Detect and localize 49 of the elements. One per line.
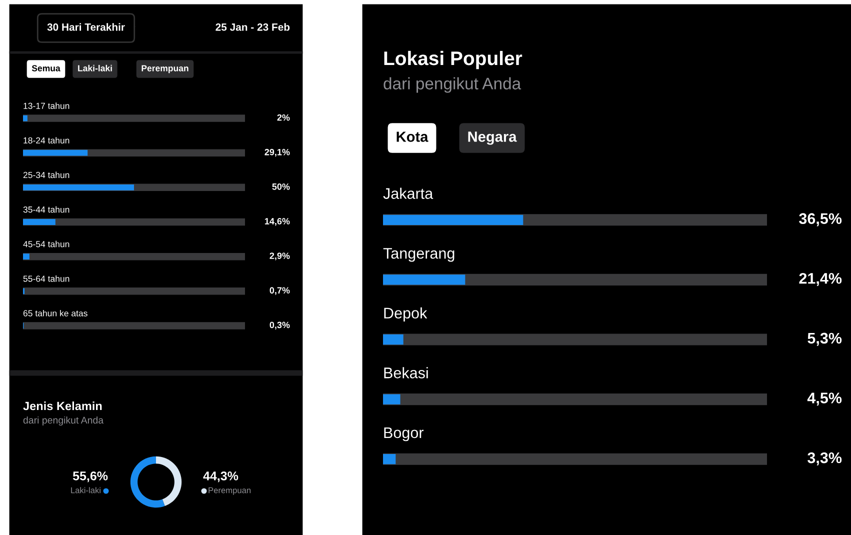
bar [23, 254, 30, 260]
bar [383, 394, 400, 404]
category-label: 35-44 tahun [23, 206, 70, 213]
category-label: Bekasi [384, 367, 428, 378]
category-label: 45-54 tahun [23, 240, 70, 248]
data-label: 44,3% [203, 472, 238, 482]
text: 30 Hari Terakhir [47, 23, 125, 31]
slice-label: Laki-laki [71, 487, 100, 494]
legend-label: Perempuan [208, 487, 251, 495]
data-label: 29,1% [264, 148, 290, 157]
donut-slice [130, 456, 165, 508]
category-label: Bogor [384, 427, 424, 442]
category-label: Tangerang [383, 248, 454, 262]
data-label: 4,5% [807, 392, 842, 406]
bar [383, 274, 466, 285]
data-label: 14,6% [264, 218, 290, 226]
data-label: 2% [277, 114, 290, 121]
data-label: 21,4% [799, 272, 842, 286]
category-label: 13-17 tahun [24, 102, 70, 109]
data-label: 0,7% [270, 287, 290, 295]
data-label: 36,5% [799, 213, 842, 226]
data-label: 2,9% [270, 252, 290, 260]
text: Kota [396, 132, 428, 142]
category-label: 18-24 tahun [24, 137, 70, 144]
chart-subtitle: dari pengikut Anda [384, 77, 522, 93]
category-label: 55-64 tahun [23, 275, 70, 282]
text: 25 Jan - 23 Feb [216, 23, 290, 31]
bar [23, 219, 56, 225]
data-label: 55,6% [72, 472, 108, 482]
chart-title: Lokasi Populer [384, 50, 522, 70]
donut-slice [156, 456, 182, 506]
category-label: Jakarta [383, 188, 434, 199]
bar [383, 454, 396, 464]
bar [23, 115, 28, 122]
chart-title: Jenis Kelamin [23, 401, 102, 410]
bar [383, 334, 404, 345]
text: Semua [32, 65, 60, 72]
text: Laki-laki [78, 64, 112, 72]
bar [23, 150, 88, 156]
text: Perempuan [142, 65, 188, 74]
data-label: 50% [272, 183, 290, 190]
data-label: 3,3% [808, 452, 842, 466]
category-label: 65 tahun ke atas [23, 310, 88, 316]
category-label: Depok [384, 307, 428, 322]
category-label: 25-34 tahun [23, 172, 70, 178]
chart-subtitle: dari pengikut Anda [23, 416, 104, 426]
text: Negara [468, 132, 517, 145]
data-label: 5,3% [808, 332, 842, 346]
data-label: 0,3% [270, 322, 290, 330]
